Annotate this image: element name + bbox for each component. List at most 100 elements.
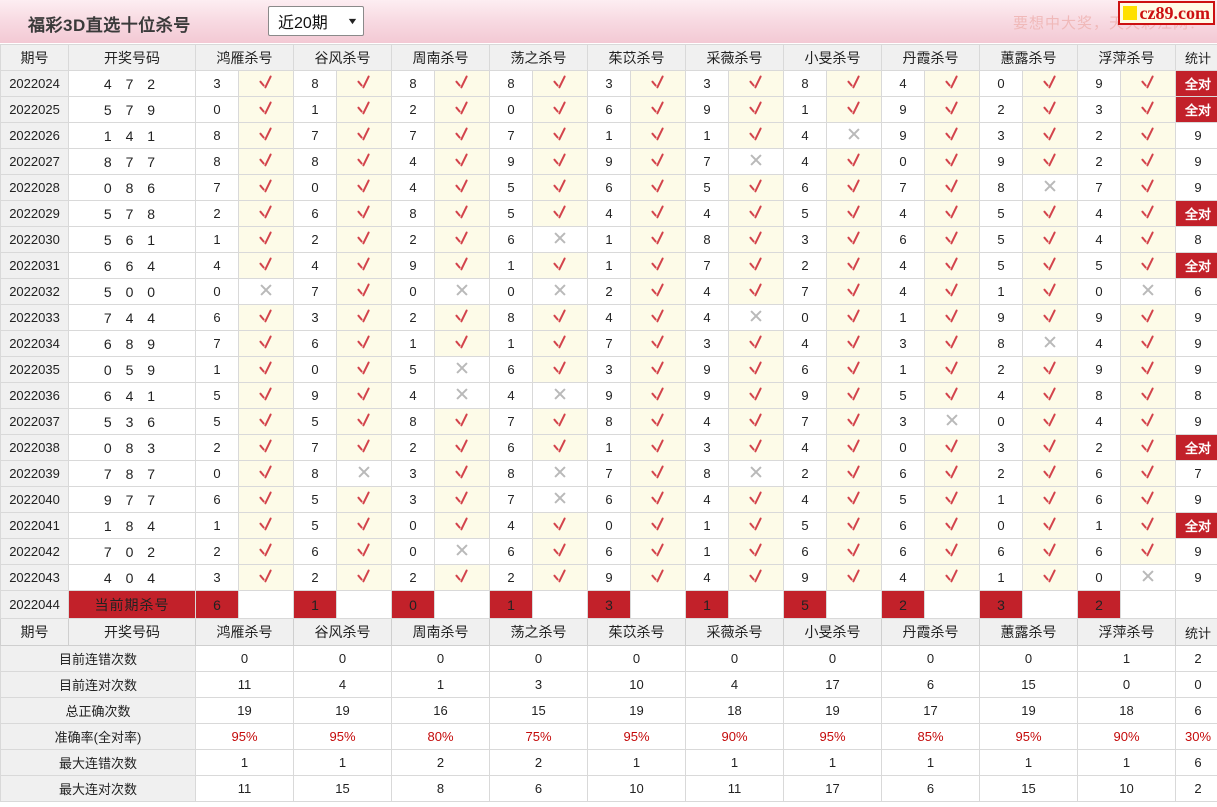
cell-result-correct [630, 226, 686, 253]
site-logo[interactable]: cz89.com [1117, 1, 1215, 25]
col-header-expert-4: 荡之杀号 [489, 618, 588, 646]
cell-result-correct [826, 564, 882, 591]
col-header-expert-8: 丹霞杀号 [881, 44, 980, 71]
cell-issue: 2022034 [0, 330, 69, 357]
cell-result-correct [630, 200, 686, 227]
cell-result-correct [532, 330, 588, 357]
check-icon [258, 75, 274, 88]
col-header-expert-10: 浮萍杀号 [1077, 618, 1176, 646]
cell-kill-number: 7 [587, 330, 631, 357]
footer-stat-value: 1 [587, 749, 686, 776]
check-icon [552, 361, 568, 374]
cell-result-correct [826, 486, 882, 513]
cell-current-blank [826, 590, 882, 619]
cell-kill-number: 7 [293, 122, 337, 149]
col-header-expert-7: 小旻杀号 [783, 618, 882, 646]
cell-kill-number: 0 [195, 278, 239, 305]
check-icon [650, 387, 666, 400]
check-icon [1042, 465, 1058, 478]
cell-result-correct [532, 148, 588, 175]
cell-draw-number: 0 8 3 [68, 434, 196, 461]
check-icon [258, 231, 274, 244]
cell-result-correct [238, 148, 294, 175]
check-icon [650, 153, 666, 166]
cell-result-correct [826, 382, 882, 409]
cell-result-correct [1022, 226, 1078, 253]
cell-kill-number: 7 [293, 278, 337, 305]
footer-stat-value: 95% [783, 723, 882, 750]
footer-stat-value: 11 [685, 775, 784, 802]
footer-stat-value: 11 [195, 671, 294, 698]
cell-result-correct [826, 304, 882, 331]
check-icon [846, 179, 862, 192]
check-icon [356, 75, 372, 88]
check-icon [748, 179, 764, 192]
cell-draw-number: 7 4 4 [68, 304, 196, 331]
cross-icon [455, 387, 469, 401]
check-icon [552, 569, 568, 582]
col-header-expert-6: 采薇杀号 [685, 618, 784, 646]
check-icon [1140, 465, 1156, 478]
footer-stat-label: 目前连对次数 [0, 671, 196, 698]
cell-stat-count: 9 [1175, 304, 1217, 331]
cell-kill-number: 2 [587, 278, 631, 305]
cell-kill-number: 6 [587, 96, 631, 123]
footer-stat-value: 10 [1077, 775, 1176, 802]
cell-result-correct [336, 356, 392, 383]
check-icon [846, 101, 862, 114]
cell-kill-number: 0 [1077, 564, 1121, 591]
cell-result-correct [434, 408, 490, 435]
cell-result-correct [630, 486, 686, 513]
footer-stat-label: 准确率(全对率) [0, 723, 196, 750]
cell-result-correct [1120, 382, 1176, 409]
cell-issue: 2022037 [0, 408, 69, 435]
cell-result-correct [728, 356, 784, 383]
cell-kill-number: 0 [587, 512, 631, 539]
col-header-expert-2: 谷风杀号 [293, 618, 392, 646]
check-icon [1042, 257, 1058, 270]
cell-draw-number: 4 0 4 [68, 564, 196, 591]
cell-kill-number: 4 [783, 486, 827, 513]
cell-kill-number: 9 [979, 148, 1023, 175]
cell-kill-number: 4 [1077, 408, 1121, 435]
col-header-expert-6: 采薇杀号 [685, 44, 784, 71]
check-icon [356, 543, 372, 556]
cell-result-correct [630, 174, 686, 201]
footer-stat-value: 15 [489, 697, 588, 724]
cell-stat-count: 6 [1175, 278, 1217, 305]
check-icon [748, 569, 764, 582]
cell-kill-number: 4 [195, 252, 239, 279]
cell-kill-number: 4 [783, 148, 827, 175]
cell-draw-number: 5 7 8 [68, 200, 196, 227]
cell-result-correct [532, 70, 588, 97]
cell-kill-number: 9 [783, 382, 827, 409]
cell-result-correct [728, 122, 784, 149]
cell-kill-number: 6 [195, 304, 239, 331]
cell-kill-number: 1 [587, 252, 631, 279]
cell-result-correct [238, 564, 294, 591]
cell-kill-number: 4 [391, 148, 435, 175]
cell-kill-number: 9 [1077, 304, 1121, 331]
check-icon [1140, 361, 1156, 374]
cell-kill-number: 1 [489, 252, 533, 279]
cell-result-correct [336, 252, 392, 279]
cell-kill-number: 5 [489, 174, 533, 201]
cell-kill-number: 7 [685, 148, 729, 175]
check-icon [552, 413, 568, 426]
cell-draw-number: 9 7 7 [68, 486, 196, 513]
check-icon [552, 101, 568, 114]
cell-kill-number: 8 [195, 148, 239, 175]
cell-kill-number: 6 [881, 538, 925, 565]
cell-kill-number: 2 [391, 564, 435, 591]
check-icon [748, 543, 764, 556]
check-icon [552, 179, 568, 192]
cell-issue: 2022038 [0, 434, 69, 461]
period-range-select[interactable]: 近20期 ▼ [268, 6, 364, 36]
cell-kill-number: 9 [1077, 356, 1121, 383]
cell-kill-number: 6 [293, 200, 337, 227]
footer-stat-value: 15 [293, 775, 392, 802]
cell-result-wrong [532, 226, 588, 253]
cell-result-correct [826, 512, 882, 539]
cell-current-blank [1022, 590, 1078, 619]
cell-kill-number: 9 [685, 382, 729, 409]
